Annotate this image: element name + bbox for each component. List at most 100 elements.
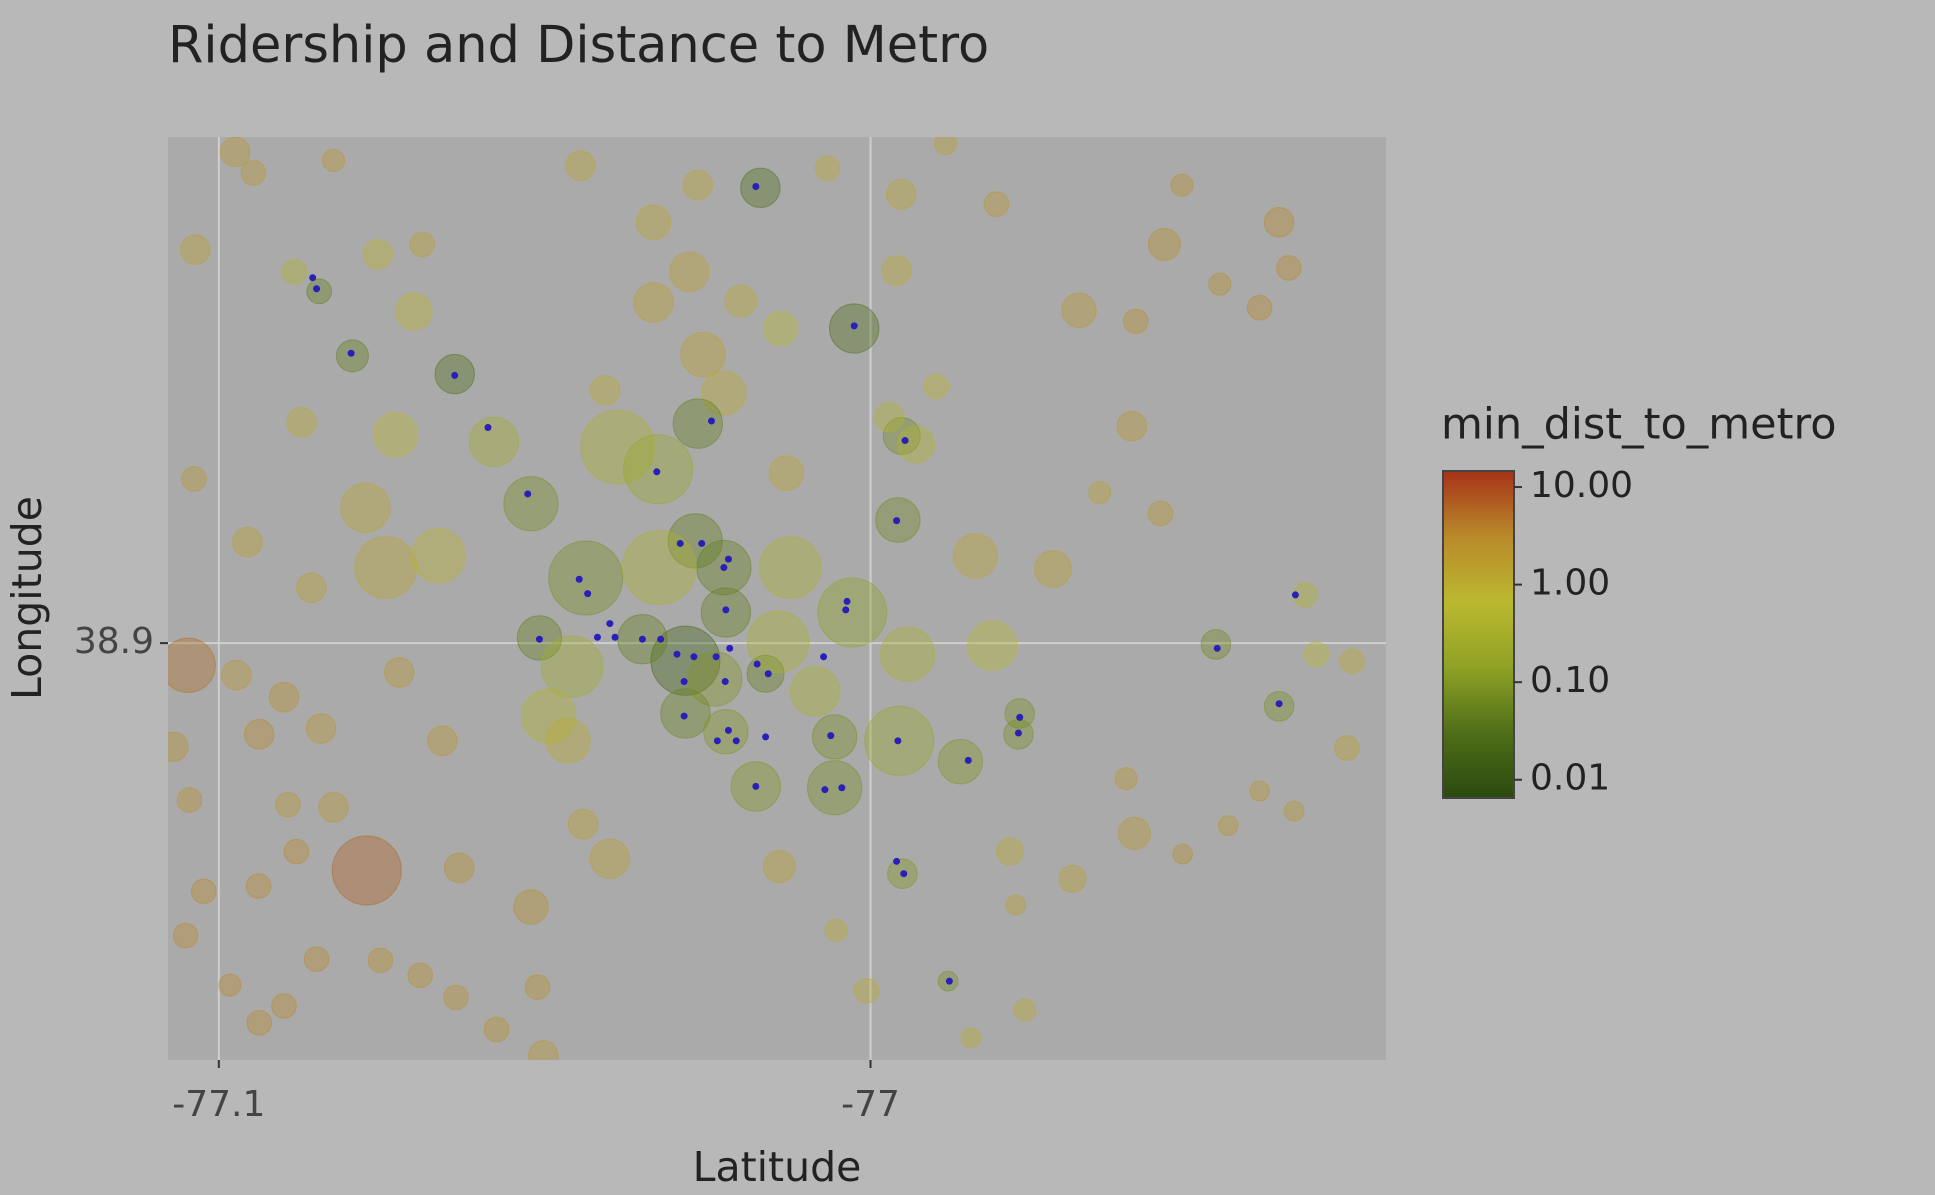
colorbar — [1442, 470, 1515, 799]
station — [611, 633, 619, 641]
bubble — [384, 657, 415, 688]
station — [680, 678, 688, 686]
station — [820, 653, 828, 661]
x-tick-label: -77 — [841, 1084, 900, 1125]
station — [638, 635, 646, 643]
bubble — [589, 838, 631, 879]
bubble — [1339, 648, 1365, 675]
station — [752, 782, 760, 790]
panel — [168, 137, 1386, 1060]
y-tick-label: 38.9 — [74, 621, 154, 662]
bubble — [181, 466, 207, 492]
y-axis-label: Longitude — [3, 496, 51, 700]
station — [838, 784, 846, 792]
bubble — [960, 1027, 982, 1049]
station — [712, 653, 720, 661]
colorbar-tick-label: 10.00 — [1530, 465, 1633, 506]
station — [893, 857, 901, 865]
bubble — [1058, 864, 1087, 893]
bubble — [1117, 816, 1151, 850]
station — [593, 633, 601, 641]
bubble — [191, 878, 217, 905]
bubble — [952, 533, 999, 579]
bubble — [1208, 272, 1232, 296]
bubble — [807, 760, 863, 816]
station — [584, 590, 592, 598]
station — [843, 597, 851, 605]
bubble — [524, 974, 551, 1000]
bubble — [740, 167, 781, 209]
bubble — [246, 1010, 273, 1036]
bubble — [995, 837, 1025, 866]
bubble — [168, 637, 216, 693]
bubble — [286, 406, 317, 438]
colorbar-tick-label: 0.10 — [1530, 660, 1610, 701]
station — [653, 468, 661, 476]
station — [698, 539, 706, 547]
bubble — [281, 258, 308, 285]
station — [722, 606, 730, 614]
station — [575, 575, 583, 583]
bubble — [967, 620, 1018, 671]
bubble — [545, 718, 591, 764]
station — [893, 517, 901, 525]
bubble — [567, 808, 599, 840]
bubble — [520, 688, 577, 744]
bubble — [1147, 227, 1181, 262]
bubble — [240, 159, 267, 186]
bubble — [724, 284, 758, 318]
station — [309, 274, 317, 282]
station — [762, 733, 770, 741]
bubble — [427, 725, 458, 757]
station — [347, 349, 355, 357]
bubble — [621, 530, 697, 606]
station — [964, 756, 972, 764]
bubble — [372, 411, 419, 458]
bubble — [172, 922, 199, 949]
station — [726, 644, 734, 652]
bubble — [814, 155, 841, 182]
bubble — [1334, 735, 1360, 761]
bubble — [817, 577, 888, 648]
bubble — [1246, 294, 1273, 321]
bubble — [768, 455, 805, 491]
bubble — [885, 179, 917, 210]
axes: -77.1 -77 38.9 — [74, 621, 900, 1125]
station — [724, 726, 732, 734]
bubble — [180, 234, 211, 265]
bubble — [303, 946, 330, 972]
bubble — [874, 401, 905, 433]
station — [827, 732, 835, 740]
bubble — [528, 1040, 559, 1060]
bubble — [1116, 410, 1148, 442]
bubble — [176, 787, 203, 813]
bubble — [650, 625, 721, 696]
bubble — [407, 962, 434, 989]
bubble — [762, 849, 796, 884]
station — [1014, 729, 1022, 737]
bubble — [1122, 308, 1149, 335]
station — [676, 539, 684, 547]
bubble — [762, 310, 799, 347]
bubble — [824, 918, 848, 942]
bubble — [283, 838, 310, 865]
bubble — [168, 731, 189, 762]
bubble — [1263, 207, 1295, 238]
marks — [168, 137, 1365, 1060]
bubble — [305, 713, 337, 744]
station — [821, 786, 829, 794]
bubble — [540, 635, 604, 698]
colorbar-title: min_dist_to_metro — [1441, 400, 1837, 450]
station — [752, 183, 760, 191]
bubble — [589, 375, 621, 406]
bubble — [219, 137, 251, 168]
bubble — [354, 536, 418, 599]
bubble — [811, 714, 858, 760]
station — [524, 490, 532, 498]
station — [680, 712, 688, 720]
bubble — [635, 204, 672, 241]
x-tick-label: -77.1 — [172, 1084, 265, 1125]
station — [657, 635, 665, 643]
station — [606, 620, 614, 628]
